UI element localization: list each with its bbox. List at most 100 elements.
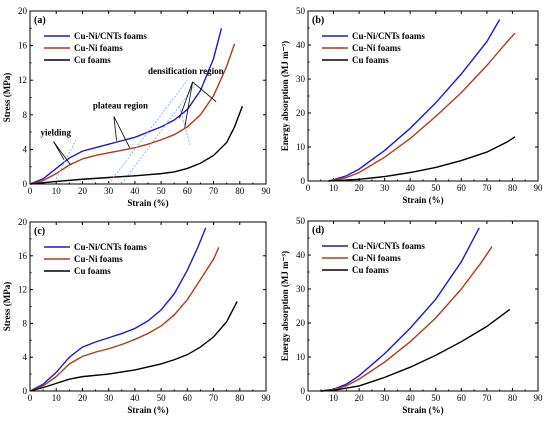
y-axis-title: Stress (MPa) <box>2 73 12 123</box>
y-tick-label: 20 <box>18 6 28 16</box>
y-tick-label: 40 <box>296 40 306 50</box>
legend-label-cnts: Cu-Ni/CNTs foams <box>352 241 425 251</box>
x-tick-label: 30 <box>104 186 114 196</box>
series-line-ni <box>29 43 236 185</box>
y-tick-label: 16 <box>18 41 28 51</box>
x-tick-label: 0 <box>306 393 311 403</box>
y-tick-label: 4 <box>23 144 28 154</box>
legend-label-cu: Cu foams <box>352 55 389 65</box>
legend-label-cu: Cu foams <box>74 55 111 65</box>
series-line-ni <box>29 247 220 392</box>
x-tick-label: 60 <box>183 186 193 196</box>
panel-b: 0 10 20 30 40 50 60 70 80 90 0 10 20 30 40 50 Strain (%)… <box>280 6 543 205</box>
y-tick-label: 4 <box>23 352 28 362</box>
x-tick-label: 20 <box>78 393 88 403</box>
y-tick-label: 8 <box>23 110 28 120</box>
series-line-cu <box>320 308 511 392</box>
y-tick-label: 20 <box>296 108 306 118</box>
x-tick-label: 30 <box>380 183 390 193</box>
series-line-cnts <box>320 227 480 392</box>
x-tick-label: 60 <box>457 393 467 403</box>
annotation-arrow <box>179 81 193 119</box>
x-tick-label: 90 <box>262 393 272 403</box>
x-tick-label: 80 <box>508 183 518 193</box>
x-tick-label: 50 <box>431 183 441 193</box>
y-tick-label: 50 <box>296 216 306 226</box>
x-axis-title: Strain (%) <box>402 195 443 205</box>
legend-label-cu: Cu foams <box>74 266 111 276</box>
legend-label-cu: Cu foams <box>352 265 389 275</box>
guide-line <box>55 137 78 180</box>
y-tick-label: 0 <box>23 179 28 189</box>
x-tick-label: 0 <box>306 183 311 193</box>
x-tick-label: 70 <box>482 183 492 193</box>
x-axis-title: Strain (%) <box>402 405 443 415</box>
y-tick-label: 20 <box>296 318 306 328</box>
legend-label-cnts: Cu-Ni/CNTs foams <box>74 31 147 41</box>
x-tick-label: 90 <box>534 183 544 193</box>
panel-a: 0 10 20 30 40 50 60 70 80 90 0 4 8 12 16 20 Strain (%) St… <box>2 6 271 208</box>
y-tick-label: 50 <box>296 6 306 16</box>
x-tick-label: 30 <box>380 393 390 403</box>
annotation-arrow <box>113 116 131 148</box>
y-axis-title: Stress (MPa) <box>2 282 12 332</box>
series-line-ni <box>320 246 493 392</box>
x-tick-label: 10 <box>329 393 339 403</box>
annotation-yielding: yielding <box>40 128 71 138</box>
y-tick-label: 0 <box>301 176 306 186</box>
panel-d: 0 10 20 30 40 50 60 70 80 90 0 10 20 30 40 50 Strain (%)… <box>280 216 543 415</box>
y-tick-label: 10 <box>296 142 306 152</box>
y-tick-label: 40 <box>296 250 306 260</box>
x-tick-label: 70 <box>209 186 219 196</box>
x-tick-label: 40 <box>130 186 140 196</box>
x-tick-label: 90 <box>262 186 272 196</box>
guide-line <box>121 84 196 185</box>
x-tick-label: 40 <box>406 183 416 193</box>
series-line-cnts <box>29 227 207 392</box>
annotation-plateau: plateau region <box>93 101 148 111</box>
panel-label: (c) <box>34 226 45 237</box>
x-tick-label: 10 <box>52 186 62 196</box>
legend-label-ni: Cu-Ni foams <box>352 253 401 263</box>
series-line-cu <box>328 136 516 182</box>
x-axis-title: Strain (%) <box>127 198 168 208</box>
series-line-cnts <box>328 19 501 182</box>
y-tick-label: 12 <box>18 285 27 295</box>
x-tick-label: 40 <box>406 393 416 403</box>
x-tick-label: 20 <box>355 183 365 193</box>
x-tick-label: 80 <box>235 186 245 196</box>
panel-label: (b) <box>312 15 324 26</box>
y-tick-label: 30 <box>296 74 306 84</box>
x-tick-label: 30 <box>104 393 114 403</box>
y-axis-title: Energy absorption (MJ m⁻³) <box>280 251 290 361</box>
x-tick-label: 50 <box>157 393 167 403</box>
y-tick-label: 10 <box>296 352 306 362</box>
series-line-cu <box>29 105 244 185</box>
series-line-cnts <box>29 28 223 185</box>
x-tick-label: 0 <box>28 186 33 196</box>
x-tick-label: 60 <box>183 393 193 403</box>
x-tick-label: 60 <box>457 183 467 193</box>
x-axis-title: Strain (%) <box>127 405 168 415</box>
x-tick-label: 10 <box>52 393 62 403</box>
y-tick-label: 16 <box>18 251 28 261</box>
y-tick-label: 20 <box>18 217 28 227</box>
x-tick-label: 10 <box>329 183 339 193</box>
series-line-ni <box>328 32 516 182</box>
y-tick-label: 0 <box>301 386 306 396</box>
panel-label: (a) <box>34 15 46 26</box>
annotation-arrow <box>53 141 71 166</box>
legend-label-cnts: Cu-Ni/CNTs foams <box>352 31 425 41</box>
panel-label: (d) <box>312 225 324 236</box>
x-tick-label: 90 <box>534 393 544 403</box>
x-tick-label: 20 <box>78 186 88 196</box>
y-tick-label: 30 <box>296 284 306 294</box>
panel-c: 0 10 20 30 40 50 60 70 80 90 0 4 8 12 16 20 Strain (%) St… <box>2 217 271 415</box>
legend-label-ni: Cu-Ni foams <box>74 43 123 53</box>
x-tick-label: 50 <box>431 393 441 403</box>
x-tick-label: 70 <box>209 393 219 403</box>
y-tick-label: 12 <box>18 75 27 85</box>
x-tick-label: 0 <box>28 393 33 403</box>
series-line-cu <box>29 301 238 392</box>
